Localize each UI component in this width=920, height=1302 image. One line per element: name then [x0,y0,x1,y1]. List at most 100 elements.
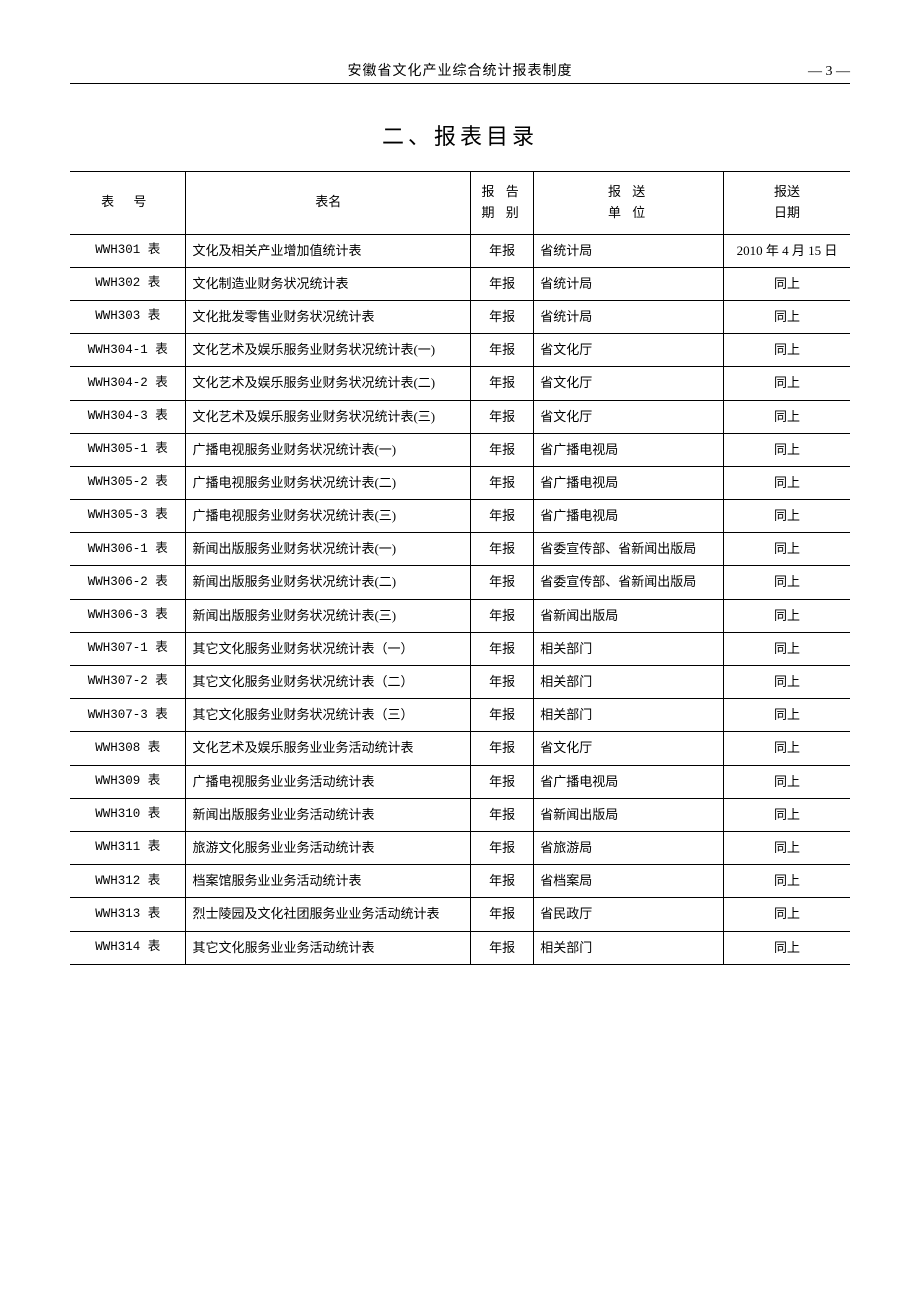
table-row: WWH304-2 表文化艺术及娱乐服务业财务状况统计表(二)年报省文化厅同上 [70,367,850,400]
cell-number: WWH304-2 表 [70,367,186,400]
cell-number: WWH314 表 [70,931,186,964]
table-row: WWH302 表文化制造业财务状况统计表年报省统计局同上 [70,267,850,300]
cell-number: WWH309 表 [70,765,186,798]
cell-period: 年报 [471,865,534,898]
page-header: 安徽省文化产业综合统计报表制度 — 3 — [70,60,850,84]
cell-date: 同上 [723,632,850,665]
header-page-number: — 3 — [790,64,850,80]
cell-number: WWH311 表 [70,831,186,864]
cell-date: 2010 年 4 月 15 日 [723,234,850,267]
cell-unit: 相关部门 [534,699,724,732]
cell-period: 年报 [471,400,534,433]
cell-unit: 省文化厅 [534,732,724,765]
cell-date: 同上 [723,334,850,367]
cell-name: 烈士陵园及文化社团服务业业务活动统计表 [186,898,471,931]
cell-number: WWH305-3 表 [70,500,186,533]
table-row: WWH306-1 表新闻出版服务业财务状况统计表(一)年报省委宣传部、省新闻出版… [70,533,850,566]
table-row: WWH305-3 表广播电视服务业财务状况统计表(三)年报省广播电视局同上 [70,500,850,533]
cell-number: WWH306-1 表 [70,533,186,566]
cell-period: 年报 [471,666,534,699]
cell-period: 年报 [471,566,534,599]
cell-name: 文化艺术及娱乐服务业业务活动统计表 [186,732,471,765]
cell-period: 年报 [471,898,534,931]
table-row: WWH313 表烈士陵园及文化社团服务业业务活动统计表年报省民政厅同上 [70,898,850,931]
cell-period: 年报 [471,267,534,300]
cell-unit: 省统计局 [534,300,724,333]
cell-date: 同上 [723,466,850,499]
cell-unit: 省文化厅 [534,400,724,433]
cell-name: 其它文化服务业财务状况统计表（一） [186,632,471,665]
cell-date: 同上 [723,433,850,466]
cell-date: 同上 [723,267,850,300]
table-row: WWH307-3 表其它文化服务业财务状况统计表（三）年报相关部门同上 [70,699,850,732]
cell-period: 年报 [471,798,534,831]
cell-unit: 省委宣传部、省新闻出版局 [534,533,724,566]
cell-number: WWH306-2 表 [70,566,186,599]
cell-name: 文化艺术及娱乐服务业财务状况统计表(一) [186,334,471,367]
table-body: WWH301 表文化及相关产业增加值统计表年报省统计局2010 年 4 月 15… [70,234,850,964]
table-row: WWH314 表其它文化服务业业务活动统计表年报相关部门同上 [70,931,850,964]
cell-unit: 省新闻出版局 [534,798,724,831]
cell-unit: 省文化厅 [534,334,724,367]
cell-period: 年报 [471,732,534,765]
cell-period: 年报 [471,632,534,665]
cell-number: WWH310 表 [70,798,186,831]
cell-number: WWH308 表 [70,732,186,765]
cell-number: WWH304-1 表 [70,334,186,367]
cell-name: 旅游文化服务业业务活动统计表 [186,831,471,864]
table-row: WWH308 表文化艺术及娱乐服务业业务活动统计表年报省文化厅同上 [70,732,850,765]
cell-name: 新闻出版服务业财务状况统计表(一) [186,533,471,566]
cell-unit: 省广播电视局 [534,765,724,798]
cell-name: 新闻出版服务业财务状况统计表(二) [186,566,471,599]
cell-name: 其它文化服务业业务活动统计表 [186,931,471,964]
cell-unit: 相关部门 [534,666,724,699]
cell-unit: 省广播电视局 [534,466,724,499]
cell-unit: 省广播电视局 [534,433,724,466]
cell-date: 同上 [723,898,850,931]
cell-name: 广播电视服务业财务状况统计表(三) [186,500,471,533]
section-title: 二、报表目录 [70,119,850,151]
table-row: WWH312 表档案馆服务业业务活动统计表年报省档案局同上 [70,865,850,898]
cell-date: 同上 [723,533,850,566]
cell-period: 年报 [471,533,534,566]
cell-date: 同上 [723,599,850,632]
cell-name: 广播电视服务业业务活动统计表 [186,765,471,798]
cell-name: 文化及相关产业增加值统计表 [186,234,471,267]
cell-period: 年报 [471,367,534,400]
cell-period: 年报 [471,931,534,964]
cell-number: WWH303 表 [70,300,186,333]
cell-period: 年报 [471,699,534,732]
cell-name: 文化制造业财务状况统计表 [186,267,471,300]
report-index-table: 表 号 表名 报 告期 别 报 送单 位 报送日期 WWH301 表文化及相关产… [70,171,850,965]
cell-period: 年报 [471,300,534,333]
cell-unit: 省文化厅 [534,367,724,400]
cell-number: WWH312 表 [70,865,186,898]
table-row: WWH309 表广播电视服务业业务活动统计表年报省广播电视局同上 [70,765,850,798]
cell-date: 同上 [723,865,850,898]
cell-date: 同上 [723,500,850,533]
table-row: WWH305-1 表广播电视服务业财务状况统计表(一)年报省广播电视局同上 [70,433,850,466]
cell-period: 年报 [471,599,534,632]
col-header-period: 报 告期 别 [471,172,534,235]
cell-unit: 省委宣传部、省新闻出版局 [534,566,724,599]
cell-name: 广播电视服务业财务状况统计表(一) [186,433,471,466]
cell-period: 年报 [471,831,534,864]
cell-number: WWH304-3 表 [70,400,186,433]
cell-name: 档案馆服务业业务活动统计表 [186,865,471,898]
col-header-unit: 报 送单 位 [534,172,724,235]
cell-date: 同上 [723,566,850,599]
table-header-row: 表 号 表名 报 告期 别 报 送单 位 报送日期 [70,172,850,235]
cell-number: WWH307-3 表 [70,699,186,732]
table-row: WWH311 表旅游文化服务业业务活动统计表年报省旅游局同上 [70,831,850,864]
header-title: 安徽省文化产业综合统计报表制度 [130,60,790,80]
cell-date: 同上 [723,765,850,798]
cell-unit: 相关部门 [534,632,724,665]
table-row: WWH306-3 表新闻出版服务业财务状况统计表(三)年报省新闻出版局同上 [70,599,850,632]
cell-period: 年报 [471,500,534,533]
cell-name: 文化艺术及娱乐服务业财务状况统计表(二) [186,367,471,400]
cell-name: 新闻出版服务业业务活动统计表 [186,798,471,831]
cell-name: 新闻出版服务业财务状况统计表(三) [186,599,471,632]
col-header-date: 报送日期 [723,172,850,235]
cell-date: 同上 [723,831,850,864]
cell-period: 年报 [471,765,534,798]
